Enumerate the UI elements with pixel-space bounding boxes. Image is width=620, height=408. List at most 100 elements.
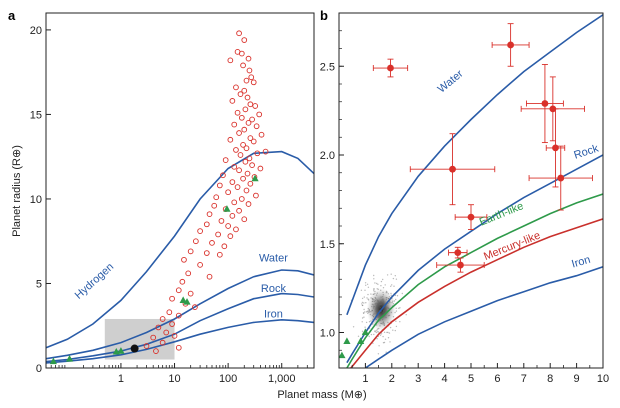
- density-speckle: [365, 302, 367, 304]
- density-speckle: [378, 327, 380, 330]
- exoplanet-point: [250, 138, 257, 145]
- density-speckle: [378, 305, 380, 307]
- y-tick-label: 1.5: [320, 239, 335, 251]
- y-tick-label: 2.0: [320, 150, 335, 162]
- density-speckle: [386, 297, 388, 299]
- exoplanet-point: [249, 116, 255, 123]
- curve-label-water: Water: [259, 253, 288, 265]
- density-speckle: [369, 311, 371, 313]
- curve-hydrogen: [46, 150, 314, 349]
- density-speckle: [395, 320, 397, 322]
- y-tick-label: 2.5: [320, 61, 335, 73]
- density-speckle: [360, 289, 363, 291]
- planet-point: [449, 165, 456, 173]
- exoplanet-point: [206, 273, 213, 280]
- planet-with-error-bars: [372, 58, 409, 78]
- x-tick-label: 10: [597, 373, 609, 385]
- density-speckle: [364, 311, 366, 313]
- density-speckle: [377, 288, 379, 290]
- curve-label-iron: Iron: [264, 308, 283, 320]
- density-speckle: [391, 284, 393, 286]
- exoplanet-point: [247, 101, 254, 108]
- density-speckle: [376, 299, 378, 301]
- x-tick-label: 1: [118, 373, 124, 385]
- solar-system-planet-marker: [117, 347, 125, 354]
- density-speckle: [361, 304, 364, 307]
- exoplanet-point: [257, 165, 264, 172]
- density-speckle: [376, 303, 379, 305]
- exoplanet-point: [242, 158, 249, 165]
- exoplanet-point: [240, 142, 246, 148]
- density-speckle: [371, 305, 373, 308]
- density-speckle: [372, 323, 374, 325]
- x-tick-label: 6: [494, 373, 500, 385]
- density-speckle: [370, 293, 372, 295]
- y-tick-label: 15: [30, 109, 42, 121]
- density-speckle: [373, 278, 375, 280]
- density-speckle: [372, 300, 374, 302]
- density-speckle: [369, 313, 371, 316]
- density-speckle: [372, 342, 374, 344]
- density-speckle: [373, 306, 375, 308]
- exoplanet-point: [233, 147, 239, 153]
- exoplanet-point: [206, 211, 213, 218]
- density-speckle: [383, 309, 385, 311]
- density-speckle: [362, 304, 364, 307]
- exoplanet-point: [143, 343, 150, 349]
- density-speckle: [373, 333, 375, 336]
- exoplanet-point: [171, 333, 178, 339]
- planet-point: [552, 144, 559, 152]
- exoplanet-point: [197, 262, 203, 268]
- exoplanet-point: [159, 316, 166, 322]
- density-speckle: [390, 285, 392, 287]
- density-speckle: [381, 322, 384, 324]
- density-speckle: [388, 332, 391, 334]
- solar-system-planet-marker: [65, 355, 74, 362]
- panel-a-y-axis-title: Planet radius (R⊕): [11, 145, 23, 237]
- density-speckle: [357, 335, 360, 337]
- density-speckle: [361, 317, 364, 319]
- density-speckle: [375, 324, 378, 326]
- density-speckle: [391, 301, 393, 304]
- density-speckle: [390, 294, 392, 296]
- planet-with-error-bars: [448, 246, 468, 259]
- exoplanet-point: [179, 278, 186, 285]
- density-speckle: [373, 299, 375, 301]
- density-speckle: [363, 308, 365, 311]
- x-tick-label: 1,000: [268, 373, 296, 385]
- exoplanet-point: [222, 157, 229, 163]
- curve-iron: [364, 266, 603, 368]
- density-speckle: [395, 325, 398, 328]
- density-speckle: [370, 333, 373, 336]
- density-speckle: [379, 325, 381, 327]
- exoplanet-point: [238, 196, 245, 202]
- planet-point: [387, 64, 394, 72]
- planet-with-error-bars: [491, 23, 530, 67]
- density-speckle: [374, 299, 377, 302]
- exoplanet-point: [245, 120, 252, 126]
- density-speckle: [393, 285, 395, 287]
- exoplanet-point: [248, 74, 255, 81]
- exoplanet-point: [233, 226, 239, 233]
- density-speckle: [390, 311, 393, 314]
- density-speckle: [385, 290, 388, 293]
- exoplanet-point: [211, 202, 218, 209]
- planet-with-error-bars: [525, 64, 564, 144]
- solar-system-planet-marker: [179, 296, 187, 303]
- solar-system-planet-marker: [343, 337, 351, 344]
- exoplanet-point: [197, 228, 203, 234]
- density-speckle: [367, 312, 369, 314]
- panel-a-frame: [45, 12, 315, 369]
- density-speckle: [384, 338, 387, 340]
- exoplanet-point: [240, 175, 246, 182]
- density-speckle: [387, 321, 389, 324]
- density-speckle: [372, 316, 375, 318]
- density-speckle: [380, 280, 383, 283]
- density-speckle: [388, 296, 391, 298]
- exoplanet-point: [227, 57, 234, 64]
- density-speckle: [382, 322, 385, 324]
- density-speckle: [389, 301, 391, 304]
- density-speckle: [374, 290, 376, 293]
- exoplanet-point: [256, 111, 263, 118]
